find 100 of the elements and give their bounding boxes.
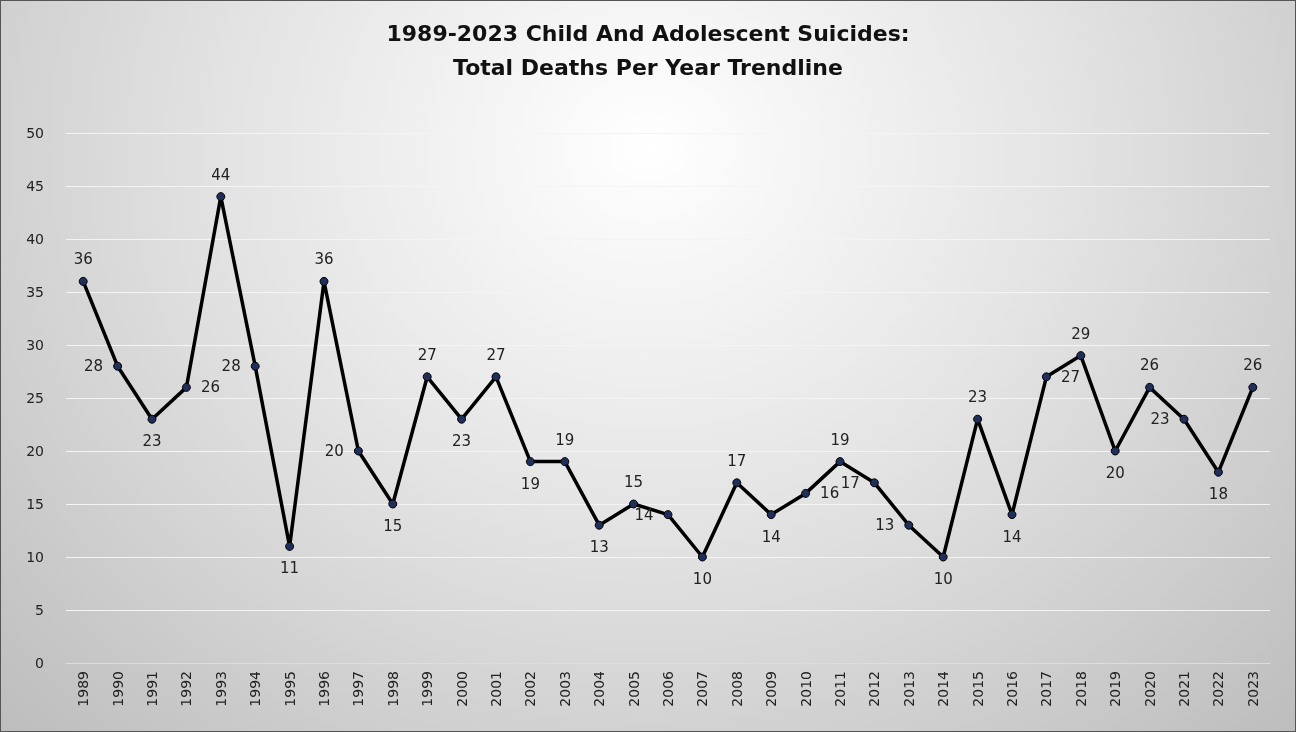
point bbox=[560, 457, 570, 467]
x-tick-label: 2003 bbox=[556, 671, 573, 707]
point bbox=[181, 382, 191, 392]
x-tick-label: 2011 bbox=[832, 671, 848, 707]
data-label: 17 bbox=[727, 451, 747, 470]
point bbox=[732, 478, 742, 488]
data-label: 15 bbox=[383, 517, 403, 535]
data-label: 14 bbox=[761, 527, 781, 546]
x-tick-label: 1990 bbox=[109, 671, 126, 707]
x-tick-label: 2000 bbox=[453, 671, 470, 707]
data-label: 10 bbox=[933, 570, 953, 588]
x-tick-label: 2018 bbox=[1072, 671, 1089, 707]
data-label: 14 bbox=[634, 505, 654, 524]
y-tick-label: 0 bbox=[35, 655, 44, 671]
x-tick-label: 2016 bbox=[1004, 670, 1020, 707]
data-label: 19 bbox=[555, 430, 575, 449]
data-label: 19 bbox=[830, 430, 850, 449]
point bbox=[629, 499, 639, 509]
x-tick-label: 1999 bbox=[419, 671, 436, 707]
data-label: 18 bbox=[1208, 485, 1228, 504]
x-tick-label: 2014 bbox=[935, 670, 952, 707]
x-tick-label: 2008 bbox=[728, 671, 745, 707]
x-tick-label: 2013 bbox=[900, 671, 917, 707]
x-tick-label: 1998 bbox=[384, 671, 401, 707]
y-tick-label: 35 bbox=[26, 284, 44, 300]
x-tick-label: 2020 bbox=[1141, 671, 1158, 707]
x-tick-label: 2009 bbox=[763, 671, 780, 707]
point bbox=[422, 372, 432, 382]
data-label: 19 bbox=[520, 474, 540, 493]
point bbox=[491, 372, 501, 382]
chart-title: 1989-2023 Child And Adolescent Suicides: Total Deaths Per Year Trendline bbox=[386, 20, 910, 80]
data-label: 15 bbox=[624, 473, 644, 491]
data-label: 27 bbox=[1060, 367, 1080, 386]
point bbox=[973, 414, 983, 424]
x-tick-label: 2002 bbox=[522, 671, 539, 707]
x-tick-label: 2022 bbox=[1210, 671, 1227, 707]
point bbox=[938, 552, 948, 562]
point bbox=[147, 414, 157, 424]
y-tick-label: 25 bbox=[26, 390, 44, 406]
y-tick-label: 45 bbox=[26, 178, 44, 194]
x-tick-label: 2021 bbox=[1176, 671, 1192, 707]
data-label: 26 bbox=[1140, 356, 1160, 375]
point bbox=[216, 192, 226, 202]
data-label: 11 bbox=[280, 559, 300, 578]
x-tick-label: 2007 bbox=[694, 671, 711, 707]
y-tick-label: 20 bbox=[26, 443, 44, 459]
data-label: 23 bbox=[968, 388, 988, 407]
data-label: 20 bbox=[324, 442, 344, 460]
data-label: 13 bbox=[875, 516, 895, 535]
point bbox=[801, 488, 811, 498]
point bbox=[113, 361, 123, 371]
point bbox=[1041, 372, 1051, 382]
data-label: 14 bbox=[1002, 527, 1022, 546]
point bbox=[78, 276, 88, 286]
point bbox=[1179, 414, 1189, 424]
point bbox=[457, 414, 467, 424]
y-tick-label: 15 bbox=[26, 496, 44, 512]
point bbox=[904, 520, 914, 530]
data-label: 27 bbox=[486, 345, 506, 364]
x-tick-label: 2015 bbox=[969, 671, 986, 707]
data-label: 27 bbox=[417, 345, 437, 364]
data-label: 23 bbox=[452, 432, 472, 451]
x-tick-label: 1994 bbox=[247, 670, 264, 707]
x-tick-label: 2012 bbox=[866, 671, 883, 707]
point bbox=[525, 457, 535, 467]
x-tick-label: 2005 bbox=[625, 671, 642, 707]
data-label: 23 bbox=[142, 432, 162, 451]
point bbox=[1145, 382, 1155, 392]
x-tick-label: 2023 bbox=[1244, 671, 1261, 707]
x-tick-label: 1991 bbox=[144, 671, 160, 707]
data-label: 17 bbox=[840, 473, 860, 492]
point bbox=[285, 541, 295, 551]
point bbox=[663, 510, 673, 520]
x-tick-label: 2004 bbox=[591, 670, 608, 707]
point bbox=[766, 510, 776, 520]
point bbox=[1213, 467, 1223, 477]
data-label: 28 bbox=[221, 357, 241, 376]
x-tick-label: 1989 bbox=[75, 671, 92, 707]
x-tick-label: 1997 bbox=[350, 671, 367, 707]
data-label: 20 bbox=[1105, 464, 1125, 482]
y-tick-label: 5 bbox=[35, 602, 44, 618]
x-tick-label: 2006 bbox=[660, 670, 676, 707]
x-tick-label: 2010 bbox=[797, 671, 814, 707]
data-label: 44 bbox=[211, 165, 231, 184]
point bbox=[250, 361, 260, 371]
x-tick-label: 2017 bbox=[1038, 671, 1055, 707]
x-tick-label: 1992 bbox=[178, 671, 195, 707]
point bbox=[1110, 446, 1120, 456]
data-label: 26 bbox=[1243, 356, 1263, 375]
point bbox=[1076, 351, 1086, 361]
point bbox=[835, 457, 845, 467]
point bbox=[697, 552, 707, 562]
x-tick-label: 1995 bbox=[281, 671, 298, 707]
x-tick-label: 1996 bbox=[316, 670, 332, 707]
point bbox=[319, 276, 329, 286]
data-label: 26 bbox=[200, 378, 220, 397]
data-label: 29 bbox=[1071, 324, 1091, 343]
y-tick-label: 10 bbox=[26, 549, 44, 565]
point bbox=[353, 446, 363, 456]
y-tick-label: 30 bbox=[26, 337, 44, 353]
